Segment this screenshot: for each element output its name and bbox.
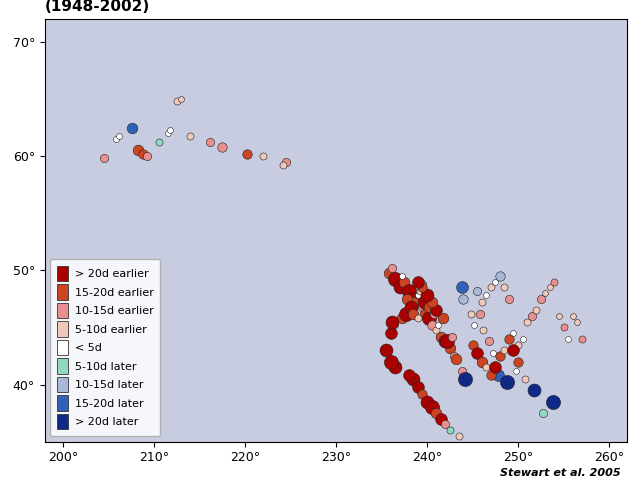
Legend: > 20d earlier, 15-20d earlier, 10-15d earlier, 5-10d earlier, < 5d, 5-10d later,: > 20d earlier, 15-20d earlier, 10-15d ea… — [51, 259, 161, 436]
Text: Trends in the Spring Pulse Onset
(1948-2002): Trends in the Spring Pulse Onset (1948-2… — [45, 0, 326, 14]
Text: Stewart et al. 2005: Stewart et al. 2005 — [500, 468, 621, 478]
